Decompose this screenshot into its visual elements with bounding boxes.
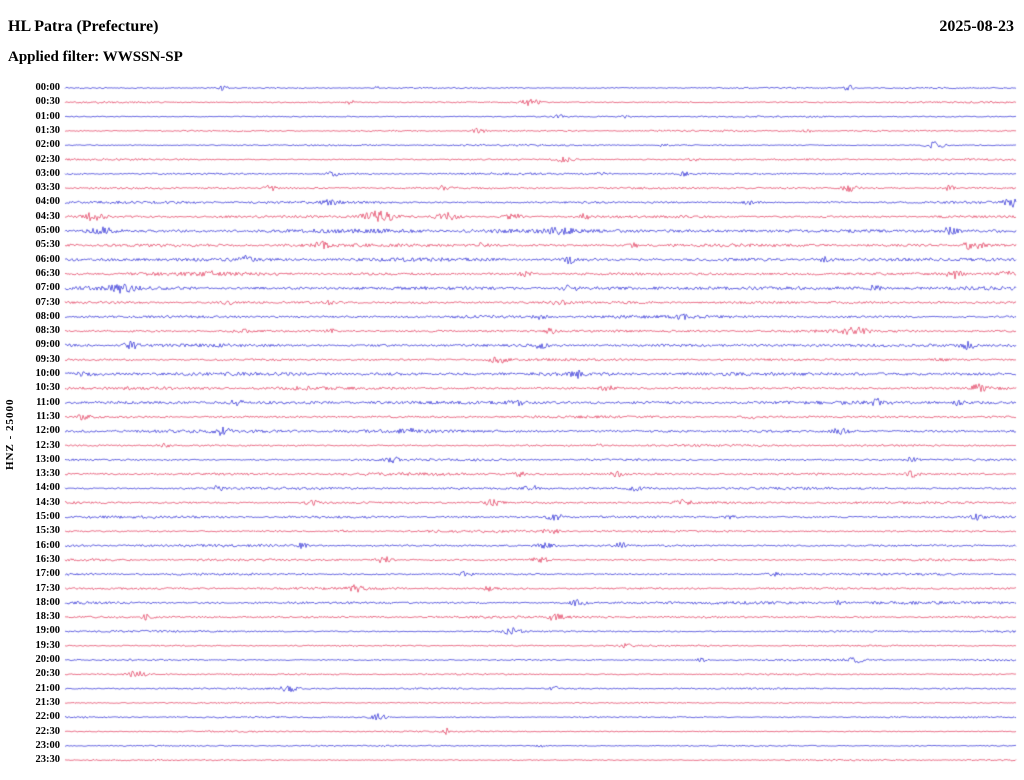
helicorder-page: HL Patra (Prefecture) 2025-08-23 Applied… <box>0 0 1024 780</box>
seismogram-traces-canvas <box>0 0 1024 780</box>
